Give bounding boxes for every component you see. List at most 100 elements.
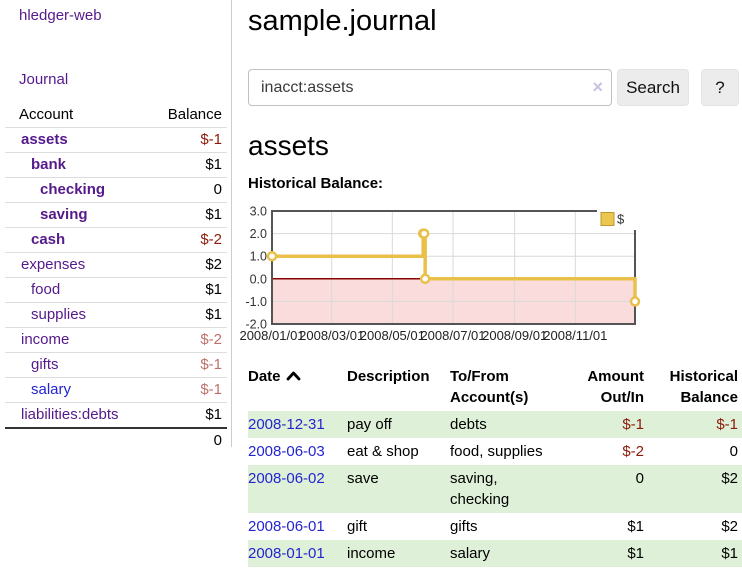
- account-row: bank $1: [5, 152, 227, 178]
- sidebar-account-link[interactable]: food: [31, 281, 61, 298]
- date-link[interactable]: 2008-06-02: [248, 470, 325, 487]
- plot-border: [271, 210, 636, 325]
- data-point-marker[interactable]: [418, 228, 430, 239]
- account-row: supplies $1: [5, 302, 227, 328]
- x-tick-label: 2008/01/01: [239, 328, 304, 343]
- sidebar-account-link[interactable]: checking: [40, 181, 106, 198]
- help-button[interactable]: ?: [701, 69, 739, 106]
- sidebar-account-link[interactable]: gifts: [31, 356, 59, 373]
- legend-label: $: [617, 212, 625, 227]
- x-tick-label: 2008/07/01: [420, 328, 485, 343]
- account-balance: $-1: [157, 127, 227, 153]
- y-tick-label: 0.0: [250, 272, 267, 286]
- search-button[interactable]: Search: [617, 69, 689, 106]
- register-description: income: [347, 545, 396, 562]
- register-accounts: saving, checking: [450, 470, 510, 508]
- account-row: liabilities:debts $1: [5, 402, 227, 428]
- y-tick-label: 2.0: [250, 227, 267, 241]
- sidebar-account-link[interactable]: salary: [31, 381, 72, 398]
- chart-title: Historical Balance:: [248, 175, 384, 192]
- sidebar-account-link[interactable]: cash: [31, 231, 66, 248]
- register-date: 2008-06-02: [248, 465, 347, 513]
- sidebar-account-link[interactable]: saving: [40, 206, 88, 223]
- y-tick-label: -2.0: [245, 318, 267, 332]
- accounts-header-row: Account Balance: [5, 103, 227, 128]
- account-row: checking 0: [5, 177, 227, 203]
- app-title-link[interactable]: hledger-web: [19, 7, 102, 24]
- register-row: 2008-12-31 pay off debts $-1 $-1: [248, 411, 742, 438]
- historical-balance-chart[interactable]: 3.0 2.0 1.0 0.0 -1.0 -2.0 2008/01/01 2008/03/01…: [239, 204, 642, 349]
- search-input[interactable]: [248, 69, 612, 106]
- register-balance: $2: [721, 470, 738, 487]
- register-balance: 0: [729, 443, 738, 460]
- account-row: assets $-1: [5, 127, 227, 153]
- register-accounts: debts: [450, 416, 487, 433]
- account-row: food $1: [5, 277, 227, 303]
- register-description: save: [347, 470, 379, 487]
- register-accounts: gifts: [450, 518, 478, 535]
- register-description: eat & shop: [347, 443, 419, 460]
- register-header-row: Date Description To/From Account(s) Amou…: [248, 363, 742, 411]
- register-header-date[interactable]: Date: [248, 363, 347, 411]
- accounts-table: Account Balance assets $-1 bank $1 checking 0…: [5, 103, 227, 453]
- accounts-total-balance: 0: [157, 427, 227, 453]
- register-description: pay off: [347, 416, 392, 433]
- account-balance: $1: [157, 277, 227, 303]
- register-description: gift: [347, 518, 368, 535]
- account-row: expenses $2: [5, 252, 227, 278]
- data-point-marker[interactable]: [419, 273, 431, 285]
- account-heading: assets: [248, 130, 329, 161]
- sidebar-account-link[interactable]: liabilities:debts: [21, 406, 119, 423]
- account-row: gifts $-1: [5, 352, 227, 378]
- search-bar: × Search ?: [248, 69, 742, 106]
- account-balance: $-2: [157, 227, 227, 253]
- register-amount: $-2: [622, 443, 644, 460]
- page-title: sample.journal: [248, 5, 437, 37]
- sidebar-account-link[interactable]: assets: [21, 131, 68, 148]
- sidebar-account-link[interactable]: supplies: [31, 306, 87, 323]
- register-row: 2008-06-01 gift gifts $1 $2: [248, 513, 742, 540]
- account-balance: $1: [157, 152, 227, 178]
- sort-ascending-icon: [286, 371, 300, 381]
- register-table: Date Description To/From Account(s) Amou…: [248, 363, 742, 567]
- register-date: 2008-12-31: [248, 411, 347, 438]
- date-link[interactable]: 2008-06-01: [248, 518, 325, 535]
- register-balance: $1: [721, 545, 738, 562]
- register-date: 2008-06-03: [248, 438, 347, 465]
- account-balance: $2: [157, 252, 227, 278]
- sidebar-account-link[interactable]: income: [21, 331, 70, 348]
- sidebar-item-journal[interactable]: Journal: [19, 71, 69, 88]
- register-amount: $-1: [622, 416, 644, 433]
- register-amount: 0: [635, 470, 644, 487]
- y-tick-label: 1.0: [250, 250, 267, 264]
- register-amount: $1: [627, 518, 644, 535]
- account-row: income $-2: [5, 327, 227, 353]
- account-balance: 0: [157, 177, 227, 203]
- accounts-header-account: Account: [19, 106, 74, 123]
- date-link[interactable]: 2008-12-31: [248, 416, 325, 433]
- x-tick-label: 2008/05/01: [360, 328, 425, 343]
- sidebar-account-link[interactable]: bank: [31, 156, 67, 173]
- account-row: cash $-2: [5, 227, 227, 253]
- accounts-header-balance: Balance: [167, 106, 222, 123]
- account-balance: $-1: [157, 352, 227, 378]
- register-date: 2008-06-01: [248, 513, 347, 540]
- x-tick-label: 2008/03/01: [299, 328, 364, 343]
- register-row: 2008-06-02 save saving, checking 0 $2: [248, 465, 742, 513]
- sidebar-account-link[interactable]: expenses: [21, 256, 86, 273]
- date-link[interactable]: 2008-01-01: [248, 545, 325, 562]
- x-tick-label: 2008/11/01: [543, 328, 607, 343]
- data-point-marker[interactable]: [629, 296, 641, 307]
- register-header-balance: Historical Balance: [669, 368, 738, 406]
- clear-search-icon[interactable]: ×: [592, 77, 603, 97]
- y-tick-label: 3.0: [250, 205, 267, 219]
- y-tick-label: -1.0: [245, 295, 267, 309]
- date-link[interactable]: 2008-06-03: [248, 443, 325, 460]
- search-box: ×: [248, 69, 612, 106]
- register-date: 2008-01-01: [248, 540, 347, 567]
- register-accounts: salary: [450, 545, 491, 562]
- data-point-marker[interactable]: [266, 250, 278, 262]
- accounts-total-row: 0: [5, 427, 227, 453]
- register-header-description: Description: [347, 368, 430, 385]
- sidebar: hledger-web Journal Account Balance asse…: [0, 0, 232, 453]
